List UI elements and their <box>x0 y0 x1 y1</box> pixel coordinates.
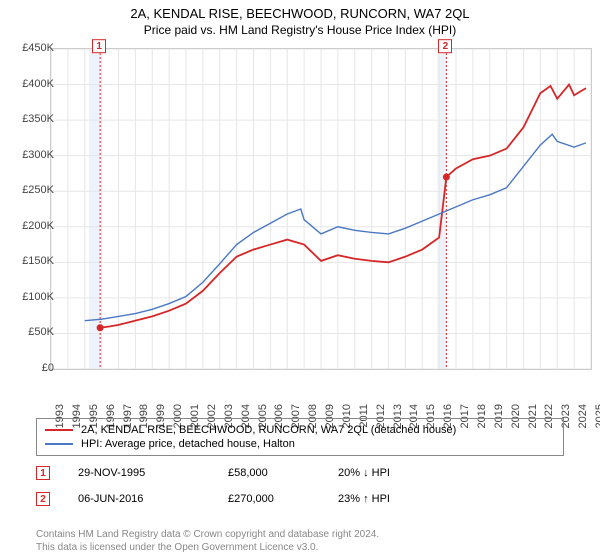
y-tick-label: £400K <box>22 78 54 90</box>
legend-swatch-property <box>45 429 73 431</box>
sale-marker-2: 2 <box>36 492 50 506</box>
footer: Contains HM Land Registry data © Crown c… <box>36 528 379 554</box>
footer-line-1: Contains HM Land Registry data © Crown c… <box>36 528 379 541</box>
x-tick-label: 2025 <box>594 404 600 428</box>
sale-row-2: 2 06-JUN-2016 £270,000 23% ↑ HPI <box>36 492 564 506</box>
chart-title: 2A, KENDAL RISE, BEECHWOOD, RUNCORN, WA7… <box>0 0 600 21</box>
legend-row-property: 2A, KENDAL RISE, BEECHWOOD, RUNCORN, WA7… <box>45 423 555 437</box>
legend-label-property: 2A, KENDAL RISE, BEECHWOOD, RUNCORN, WA7… <box>81 424 456 436</box>
sale-date-1: 29-NOV-1995 <box>50 467 228 479</box>
plot-marker-2: 2 <box>438 39 452 53</box>
sale-date-2: 06-JUN-2016 <box>50 493 228 505</box>
y-tick-label: £350K <box>22 113 54 125</box>
plot-area <box>50 48 592 370</box>
chart-subtitle: Price paid vs. HM Land Registry's House … <box>0 21 600 41</box>
legend-row-hpi: HPI: Average price, detached house, Halt… <box>45 437 555 451</box>
y-tick-label: £450K <box>22 42 54 54</box>
sale-hpi-1: 20% ↓ HPI <box>338 467 564 479</box>
legend-label-hpi: HPI: Average price, detached house, Halt… <box>81 438 295 450</box>
plot-marker-1: 1 <box>92 39 106 53</box>
chart-container: 2A, KENDAL RISE, BEECHWOOD, RUNCORN, WA7… <box>0 0 600 560</box>
y-tick-label: £300K <box>22 149 54 161</box>
legend-swatch-hpi <box>45 443 73 445</box>
sale-price-2: £270,000 <box>228 493 338 505</box>
sale-row-1: 1 29-NOV-1995 £58,000 20% ↓ HPI <box>36 466 564 480</box>
legend-box: 2A, KENDAL RISE, BEECHWOOD, RUNCORN, WA7… <box>36 418 564 456</box>
y-tick-label: £0 <box>42 362 54 374</box>
sale-marker-1: 1 <box>36 466 50 480</box>
x-tick-label: 2024 <box>577 404 589 428</box>
sale-price-1: £58,000 <box>228 467 338 479</box>
y-tick-label: £250K <box>22 184 54 196</box>
y-tick-label: £50K <box>28 326 54 338</box>
plot-svg <box>51 49 591 369</box>
y-tick-label: £150K <box>22 255 54 267</box>
footer-line-2: This data is licensed under the Open Gov… <box>36 541 379 554</box>
y-tick-label: £100K <box>22 291 54 303</box>
y-tick-label: £200K <box>22 220 54 232</box>
sale-hpi-2: 23% ↑ HPI <box>338 493 564 505</box>
